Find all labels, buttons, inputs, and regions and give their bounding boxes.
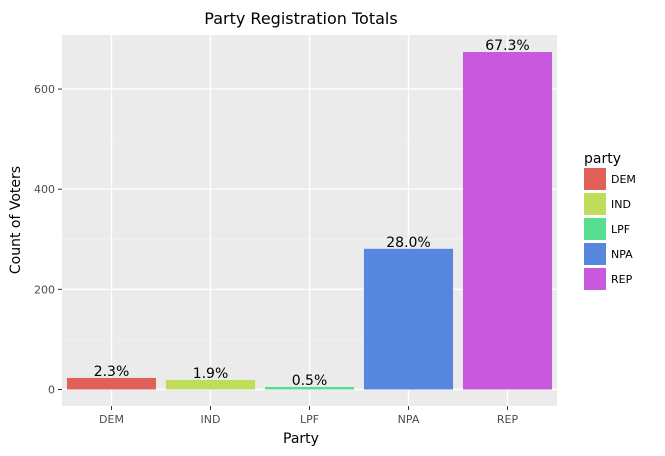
x-tick-label: REP (497, 413, 519, 426)
chart-title: Party Registration Totals (204, 9, 397, 28)
y-tick-label: 200 (34, 283, 55, 296)
legend-label-dem: DEM (611, 173, 636, 186)
data-label-lpf: 0.5% (292, 373, 328, 389)
bar-ind (165, 379, 256, 390)
x-tick-label: IND (201, 413, 221, 426)
axis-ticks: 0 200 400 600 DEM IND LPF NPA REP (34, 83, 518, 426)
legend-label-lpf: LPF (611, 223, 630, 236)
legend-key-ind (584, 193, 606, 215)
legend: party DEM IND LPF NPA REP (584, 151, 636, 290)
y-tick-label: 600 (34, 83, 55, 96)
data-label-rep: 67.3% (485, 38, 529, 54)
bar-lpf (264, 386, 355, 390)
bar-dem (66, 377, 157, 390)
legend-key-rep (584, 268, 606, 290)
bar-rep (462, 52, 553, 390)
y-tick-label: 400 (34, 183, 55, 196)
data-label-npa: 28.0% (386, 235, 430, 251)
bars (66, 52, 553, 390)
legend-label-ind: IND (611, 198, 631, 211)
legend-key-npa (584, 243, 606, 265)
x-tick-label: LPF (300, 413, 319, 426)
x-axis-title: Party (283, 431, 319, 447)
legend-key-dem (584, 168, 606, 190)
y-axis-title: Count of Voters (8, 166, 24, 274)
data-label-dem: 2.3% (94, 364, 130, 380)
legend-key-lpf (584, 218, 606, 240)
x-tick-label: NPA (398, 413, 420, 426)
legend-title: party (584, 151, 621, 167)
legend-label-rep: REP (611, 273, 633, 286)
legend-label-npa: NPA (611, 248, 633, 261)
data-labels: 2.3% 1.9% 0.5% 28.0% 67.3% (94, 38, 530, 389)
bar-npa (363, 248, 454, 390)
x-tick-label: DEM (99, 413, 124, 426)
y-tick-label: 0 (48, 383, 55, 396)
data-label-ind: 1.9% (193, 366, 229, 382)
